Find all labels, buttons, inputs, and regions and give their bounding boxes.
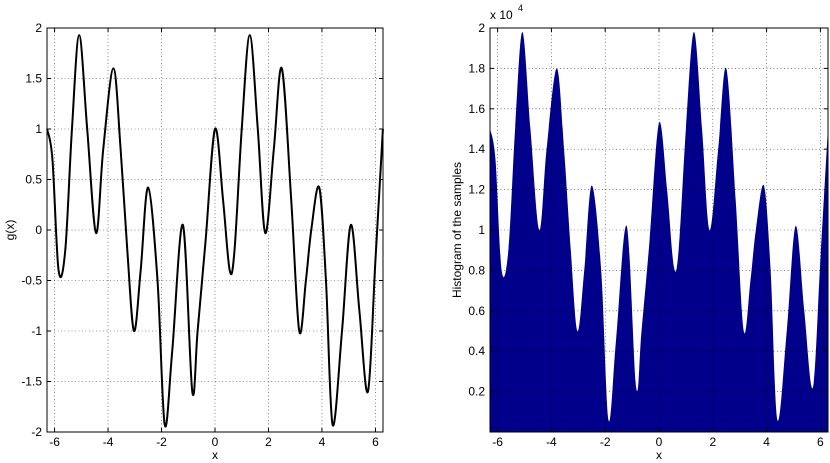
x-tick-label: -6 (492, 435, 503, 449)
y-tick-label: 1 (478, 223, 485, 237)
y-tick-label: -1.5 (21, 375, 42, 389)
x-tick-label: -4 (546, 435, 557, 449)
chart-g-of-x: -6 -4 -2 0 2 4 6 -2 -1.5 -1 -0.5 0 0.5 1 1.5 2 x g(x) (3, 21, 384, 462)
x-tick-label: 4 (319, 435, 326, 449)
x-tick-label: -6 (49, 435, 60, 449)
x-tick-label: -2 (600, 435, 611, 449)
y-tick-label: 0.5 (25, 173, 42, 187)
x-tick-label: 2 (265, 435, 272, 449)
y-tick-label: 2 (35, 21, 42, 35)
histogram-area-series-0 (490, 32, 828, 432)
x-tick-label: 6 (817, 435, 824, 449)
x-tick-label: 4 (763, 435, 770, 449)
line-series-0 (46, 34, 384, 428)
y-multiplier-exponent: 4 (518, 3, 523, 13)
y-tick-label: 1.2 (468, 183, 485, 197)
y-tick-label: 2 (478, 21, 485, 35)
y-tick-label: 1.4 (468, 142, 485, 156)
x-tick-label: 0 (656, 435, 663, 449)
y-tick-label: 0.4 (468, 344, 485, 358)
y-tick-label: 0.2 (468, 385, 485, 399)
x-tick-label: -2 (156, 435, 167, 449)
y-tick-label: -1 (31, 324, 42, 338)
x-tick-label: 2 (709, 435, 716, 449)
y-axis-label: Histogram of the samples (450, 162, 464, 298)
y-tick-label: 0.6 (468, 304, 485, 318)
y-tick-label: 0 (35, 223, 42, 237)
x-tick-label: 0 (212, 435, 219, 449)
y-tick-label: 1.6 (468, 102, 485, 116)
y-axis-label: g(x) (3, 220, 17, 241)
x-tick-label: 6 (372, 435, 379, 449)
chart-histogram: -6 -4 -2 0 2 4 6 0.2 0.4 0.6 0.8 1 1.2 1.4 1.6 1.8 2 x His… (450, 3, 829, 462)
y-tick-label: -0.5 (21, 274, 42, 288)
y-tick-label: 0.8 (468, 263, 485, 277)
y-tick-label: 1.5 (25, 72, 42, 86)
y-tick-label: 1 (35, 122, 42, 136)
y-tick-label: -2 (31, 425, 42, 439)
x-axis-label: x (212, 448, 218, 462)
y-tick-label: 1.8 (468, 61, 485, 75)
x-tick-label: -4 (103, 435, 114, 449)
x-axis-label: x (656, 448, 662, 462)
y-multiplier-label: x 10 (490, 8, 513, 22)
